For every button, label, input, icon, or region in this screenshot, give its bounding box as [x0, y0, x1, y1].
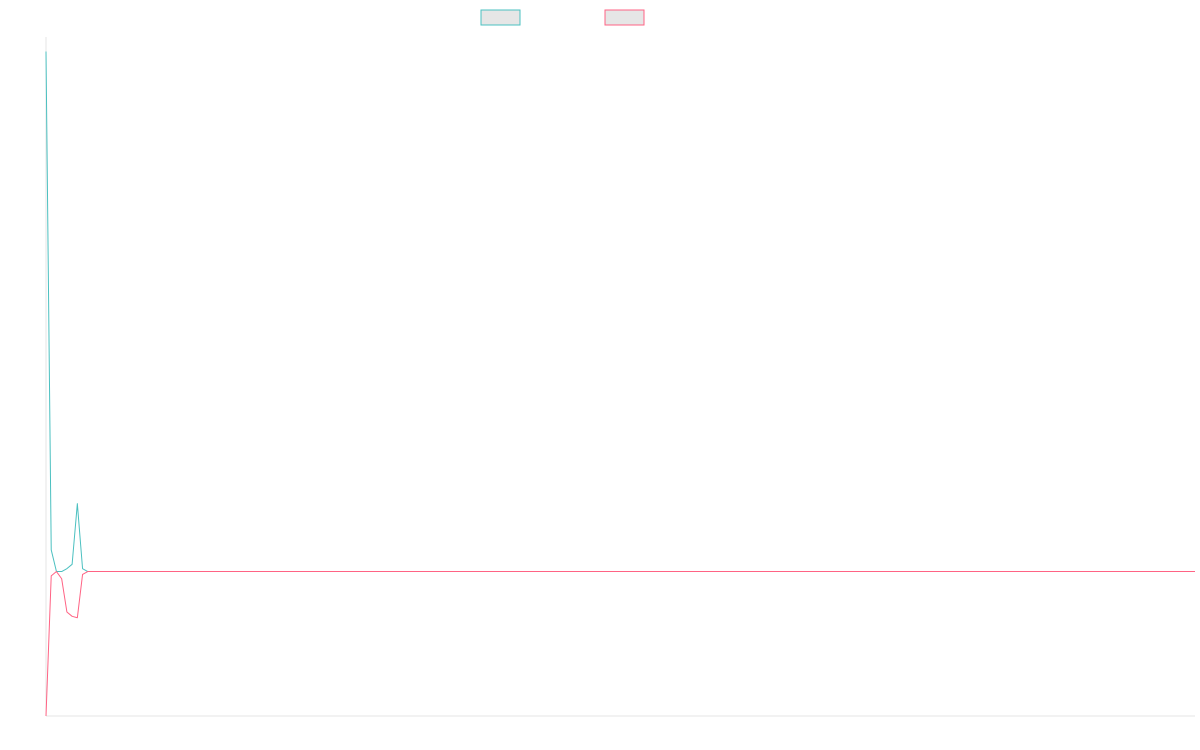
data-point: [51, 549, 52, 550]
data-point: [777, 571, 778, 572]
data-point: [66, 611, 67, 612]
data-point: [1194, 571, 1195, 572]
data-point: [568, 571, 569, 572]
data-point: [56, 571, 57, 572]
data-point: [82, 568, 83, 569]
data-point: [61, 578, 62, 579]
data-point: [359, 571, 360, 572]
data-point: [1090, 571, 1091, 572]
data-point: [77, 617, 78, 618]
data-point: [82, 574, 83, 575]
series-line-2: [45, 571, 1195, 717]
data-point: [985, 571, 986, 572]
legend-swatch-1[interactable]: [480, 9, 521, 26]
data-point: [150, 571, 151, 572]
data-point: [98, 571, 99, 572]
data-point: [463, 571, 464, 572]
data-point: [45, 715, 46, 716]
data-point: [881, 571, 882, 572]
data-point: [61, 571, 62, 572]
data-point: [92, 571, 93, 572]
data-point: [672, 571, 673, 572]
data-point: [254, 571, 255, 572]
data-point: [72, 564, 73, 565]
data-point: [66, 568, 67, 569]
data-point: [72, 616, 73, 617]
data-point: [51, 575, 52, 576]
data-point: [77, 503, 78, 504]
legend-swatch-2[interactable]: [604, 9, 645, 26]
series-line-1: [45, 51, 1195, 573]
data-point: [87, 571, 88, 572]
plot-area: [45, 51, 1195, 717]
data-point: [45, 51, 46, 52]
legend[interactable]: [480, 9, 645, 26]
